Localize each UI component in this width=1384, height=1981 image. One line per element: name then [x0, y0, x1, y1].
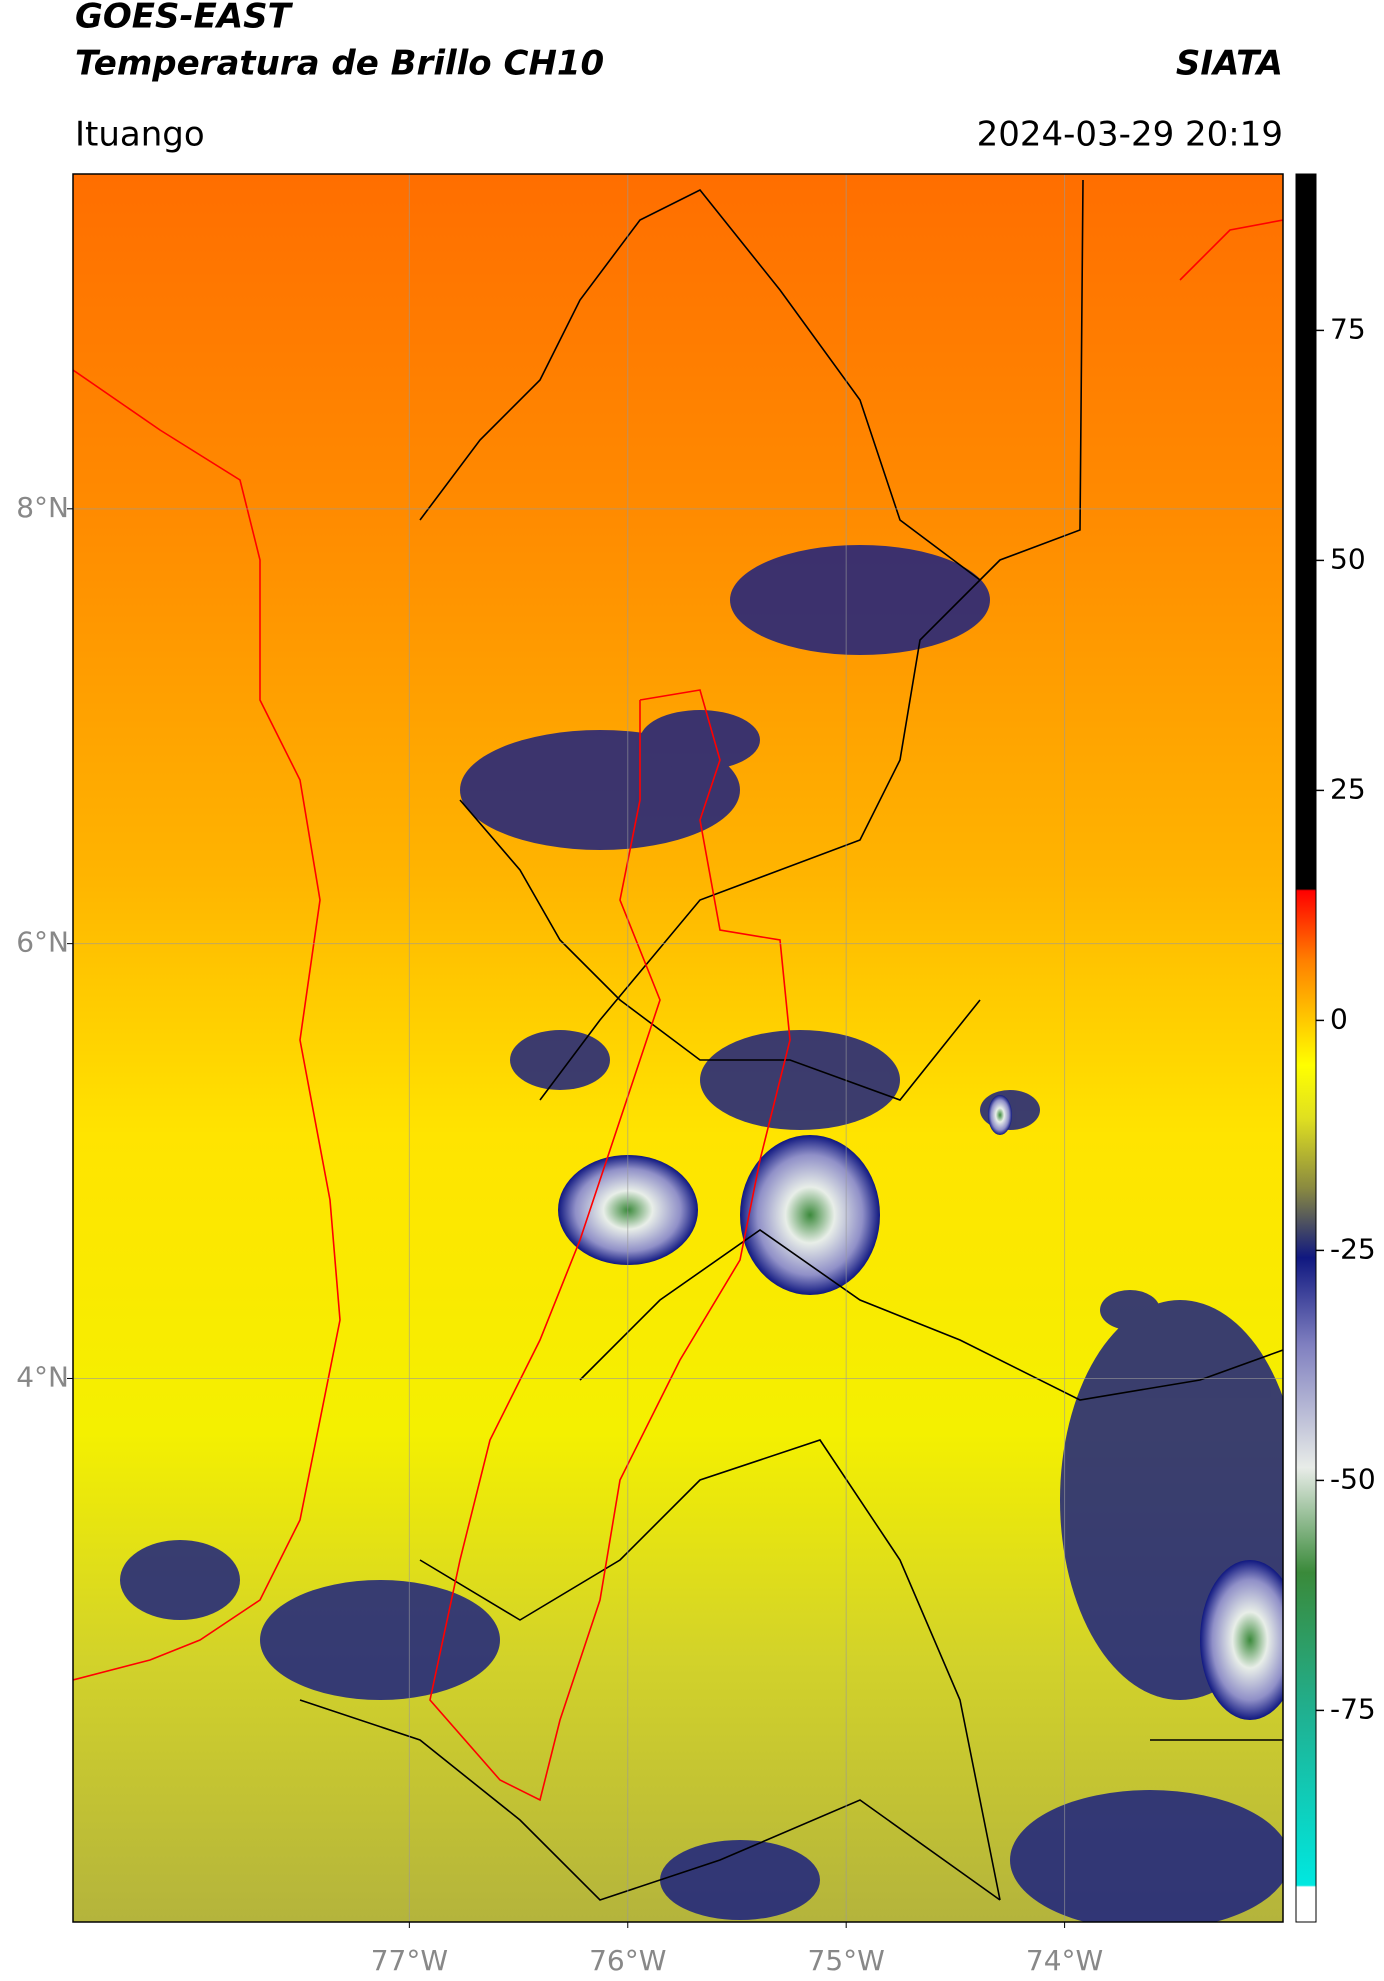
- satellite-image: [73, 174, 1283, 1922]
- title: GOES-EAST: [75, 0, 294, 37]
- x-tick-label: 75°W: [808, 1944, 885, 1977]
- colorbar-tick-label: -75: [1330, 1692, 1376, 1725]
- map-frame: [72, 173, 1284, 1923]
- y-tick-label: 4°N: [16, 1360, 69, 1393]
- x-tick-label: 76°W: [589, 1944, 666, 1977]
- subtitle: Temperatura de Brillo CH10: [75, 44, 604, 84]
- y-tick-label: 8°N: [16, 491, 69, 524]
- x-tick-label: 77°W: [371, 1944, 448, 1977]
- colorbar-tick-label: -25: [1330, 1232, 1376, 1265]
- location: Ituango: [75, 115, 205, 155]
- colorbar-tick-label: -50: [1330, 1462, 1376, 1495]
- colorbar-tick-label: 75: [1330, 312, 1366, 345]
- colorbar-tick-label: 25: [1330, 772, 1366, 805]
- colorbar-tick-label: 50: [1330, 542, 1366, 575]
- colorbar-tick-label: 0: [1330, 1002, 1348, 1035]
- source: SIATA: [1176, 44, 1283, 84]
- grid: [73, 174, 1283, 1922]
- colorbar: [1295, 173, 1317, 1923]
- y-tick-label: 6°N: [16, 926, 69, 959]
- x-tick-label: 74°W: [1026, 1944, 1103, 1977]
- datetime: 2024-03-29 20:19: [977, 115, 1283, 155]
